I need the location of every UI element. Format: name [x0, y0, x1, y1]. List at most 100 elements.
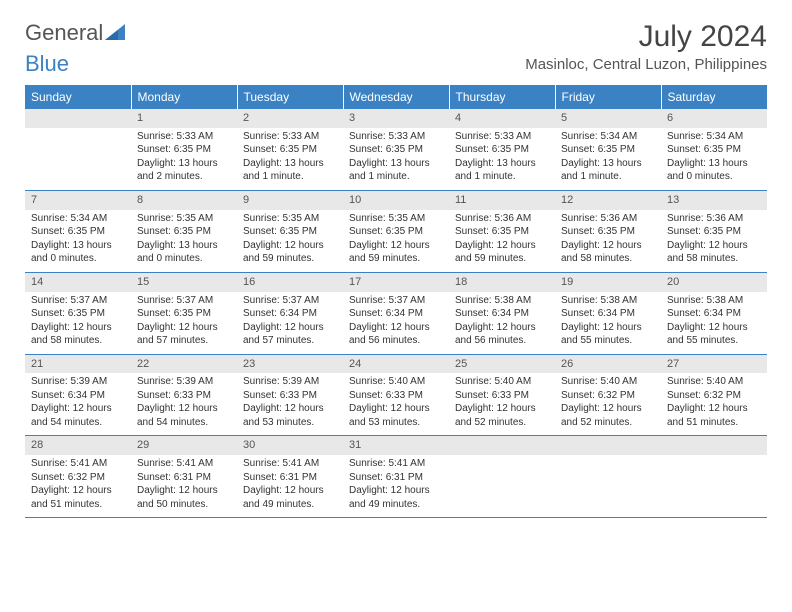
- sunset-text: Sunset: 6:34 PM: [243, 307, 337, 321]
- day-content: Sunrise: 5:33 AMSunset: 6:35 PMDaylight:…: [131, 128, 237, 190]
- sunrise-text: Sunrise: 5:35 AM: [137, 212, 231, 226]
- sunrise-text: Sunrise: 5:37 AM: [243, 294, 337, 308]
- daylight-text: Daylight: 12 hours and 57 minutes.: [137, 321, 231, 348]
- daylight-text: Daylight: 12 hours and 58 minutes.: [31, 321, 125, 348]
- sunset-text: Sunset: 6:34 PM: [667, 307, 761, 321]
- day-content: Sunrise: 5:37 AMSunset: 6:35 PMDaylight:…: [25, 292, 131, 354]
- day-number: [555, 436, 661, 455]
- sunrise-text: Sunrise: 5:35 AM: [243, 212, 337, 226]
- day-number: 20: [661, 273, 767, 292]
- daylight-text: Daylight: 12 hours and 54 minutes.: [31, 402, 125, 429]
- sunrise-text: Sunrise: 5:33 AM: [137, 130, 231, 144]
- calendar-cell: 25Sunrise: 5:40 AMSunset: 6:33 PMDayligh…: [449, 354, 555, 436]
- day-number: 21: [25, 355, 131, 374]
- day-content: Sunrise: 5:38 AMSunset: 6:34 PMDaylight:…: [661, 292, 767, 354]
- day-number: 25: [449, 355, 555, 374]
- calendar-cell: 6Sunrise: 5:34 AMSunset: 6:35 PMDaylight…: [661, 109, 767, 190]
- calendar-week: 14Sunrise: 5:37 AMSunset: 6:35 PMDayligh…: [25, 272, 767, 354]
- day-header: Sunday: [25, 85, 131, 109]
- calendar-cell: 26Sunrise: 5:40 AMSunset: 6:32 PMDayligh…: [555, 354, 661, 436]
- day-content: Sunrise: 5:39 AMSunset: 6:34 PMDaylight:…: [25, 373, 131, 435]
- calendar-cell: 20Sunrise: 5:38 AMSunset: 6:34 PMDayligh…: [661, 272, 767, 354]
- daylight-text: Daylight: 12 hours and 54 minutes.: [137, 402, 231, 429]
- day-content: Sunrise: 5:36 AMSunset: 6:35 PMDaylight:…: [449, 210, 555, 272]
- calendar-cell: 10Sunrise: 5:35 AMSunset: 6:35 PMDayligh…: [343, 190, 449, 272]
- calendar-cell: 22Sunrise: 5:39 AMSunset: 6:33 PMDayligh…: [131, 354, 237, 436]
- sunset-text: Sunset: 6:35 PM: [137, 225, 231, 239]
- day-number: 31: [343, 436, 449, 455]
- calendar-cell: 23Sunrise: 5:39 AMSunset: 6:33 PMDayligh…: [237, 354, 343, 436]
- day-number: 9: [237, 191, 343, 210]
- calendar-cell: [661, 436, 767, 518]
- calendar-cell: 7Sunrise: 5:34 AMSunset: 6:35 PMDaylight…: [25, 190, 131, 272]
- sunset-text: Sunset: 6:31 PM: [243, 471, 337, 485]
- sunrise-text: Sunrise: 5:39 AM: [137, 375, 231, 389]
- sunrise-text: Sunrise: 5:38 AM: [455, 294, 549, 308]
- day-content: Sunrise: 5:41 AMSunset: 6:31 PMDaylight:…: [237, 455, 343, 517]
- day-number: 7: [25, 191, 131, 210]
- sunset-text: Sunset: 6:35 PM: [137, 143, 231, 157]
- calendar-week: 7Sunrise: 5:34 AMSunset: 6:35 PMDaylight…: [25, 190, 767, 272]
- daylight-text: Daylight: 13 hours and 0 minutes.: [31, 239, 125, 266]
- sunset-text: Sunset: 6:34 PM: [31, 389, 125, 403]
- sunset-text: Sunset: 6:35 PM: [31, 225, 125, 239]
- calendar-cell: 15Sunrise: 5:37 AMSunset: 6:35 PMDayligh…: [131, 272, 237, 354]
- sunset-text: Sunset: 6:33 PM: [137, 389, 231, 403]
- daylight-text: Daylight: 12 hours and 49 minutes.: [243, 484, 337, 511]
- daylight-text: Daylight: 13 hours and 1 minute.: [455, 157, 549, 184]
- day-header: Wednesday: [343, 85, 449, 109]
- daylight-text: Daylight: 12 hours and 49 minutes.: [349, 484, 443, 511]
- sunrise-text: Sunrise: 5:41 AM: [31, 457, 125, 471]
- calendar-cell: 12Sunrise: 5:36 AMSunset: 6:35 PMDayligh…: [555, 190, 661, 272]
- day-number: [661, 436, 767, 455]
- calendar-cell: 24Sunrise: 5:40 AMSunset: 6:33 PMDayligh…: [343, 354, 449, 436]
- day-number: 10: [343, 191, 449, 210]
- calendar-cell: 1Sunrise: 5:33 AMSunset: 6:35 PMDaylight…: [131, 109, 237, 190]
- daylight-text: Daylight: 12 hours and 52 minutes.: [561, 402, 655, 429]
- calendar-cell: 5Sunrise: 5:34 AMSunset: 6:35 PMDaylight…: [555, 109, 661, 190]
- day-content: Sunrise: 5:34 AMSunset: 6:35 PMDaylight:…: [25, 210, 131, 272]
- logo-text-gray: General: [25, 20, 103, 46]
- title-block: July 2024 Masinloc, Central Luzon, Phili…: [525, 20, 767, 73]
- day-number: 27: [661, 355, 767, 374]
- month-title: July 2024: [525, 20, 767, 54]
- day-number: [25, 109, 131, 128]
- day-number: 17: [343, 273, 449, 292]
- day-header: Thursday: [449, 85, 555, 109]
- day-content: Sunrise: 5:38 AMSunset: 6:34 PMDaylight:…: [449, 292, 555, 354]
- sunset-text: Sunset: 6:31 PM: [137, 471, 231, 485]
- calendar-table: Sunday Monday Tuesday Wednesday Thursday…: [25, 85, 767, 518]
- sunrise-text: Sunrise: 5:37 AM: [31, 294, 125, 308]
- calendar-cell: 16Sunrise: 5:37 AMSunset: 6:34 PMDayligh…: [237, 272, 343, 354]
- sunrise-text: Sunrise: 5:34 AM: [667, 130, 761, 144]
- sunset-text: Sunset: 6:35 PM: [455, 143, 549, 157]
- day-number: 5: [555, 109, 661, 128]
- day-number: 11: [449, 191, 555, 210]
- day-content: Sunrise: 5:37 AMSunset: 6:34 PMDaylight:…: [237, 292, 343, 354]
- sunset-text: Sunset: 6:35 PM: [667, 225, 761, 239]
- day-number: 13: [661, 191, 767, 210]
- sunset-text: Sunset: 6:34 PM: [561, 307, 655, 321]
- calendar-cell: 4Sunrise: 5:33 AMSunset: 6:35 PMDaylight…: [449, 109, 555, 190]
- day-number: 24: [343, 355, 449, 374]
- sunrise-text: Sunrise: 5:34 AM: [561, 130, 655, 144]
- day-content: Sunrise: 5:41 AMSunset: 6:31 PMDaylight:…: [343, 455, 449, 517]
- sunrise-text: Sunrise: 5:38 AM: [667, 294, 761, 308]
- calendar-cell: 13Sunrise: 5:36 AMSunset: 6:35 PMDayligh…: [661, 190, 767, 272]
- calendar-cell: [449, 436, 555, 518]
- calendar-cell: 2Sunrise: 5:33 AMSunset: 6:35 PMDaylight…: [237, 109, 343, 190]
- sunset-text: Sunset: 6:32 PM: [561, 389, 655, 403]
- day-number: 15: [131, 273, 237, 292]
- day-header: Saturday: [661, 85, 767, 109]
- day-content: Sunrise: 5:36 AMSunset: 6:35 PMDaylight:…: [555, 210, 661, 272]
- sunrise-text: Sunrise: 5:40 AM: [455, 375, 549, 389]
- daylight-text: Daylight: 12 hours and 56 minutes.: [349, 321, 443, 348]
- daylight-text: Daylight: 12 hours and 58 minutes.: [667, 239, 761, 266]
- sunset-text: Sunset: 6:35 PM: [455, 225, 549, 239]
- sunset-text: Sunset: 6:33 PM: [349, 389, 443, 403]
- day-number: 1: [131, 109, 237, 128]
- daylight-text: Daylight: 12 hours and 55 minutes.: [561, 321, 655, 348]
- calendar-cell: 8Sunrise: 5:35 AMSunset: 6:35 PMDaylight…: [131, 190, 237, 272]
- sunrise-text: Sunrise: 5:33 AM: [349, 130, 443, 144]
- day-content: Sunrise: 5:41 AMSunset: 6:32 PMDaylight:…: [25, 455, 131, 517]
